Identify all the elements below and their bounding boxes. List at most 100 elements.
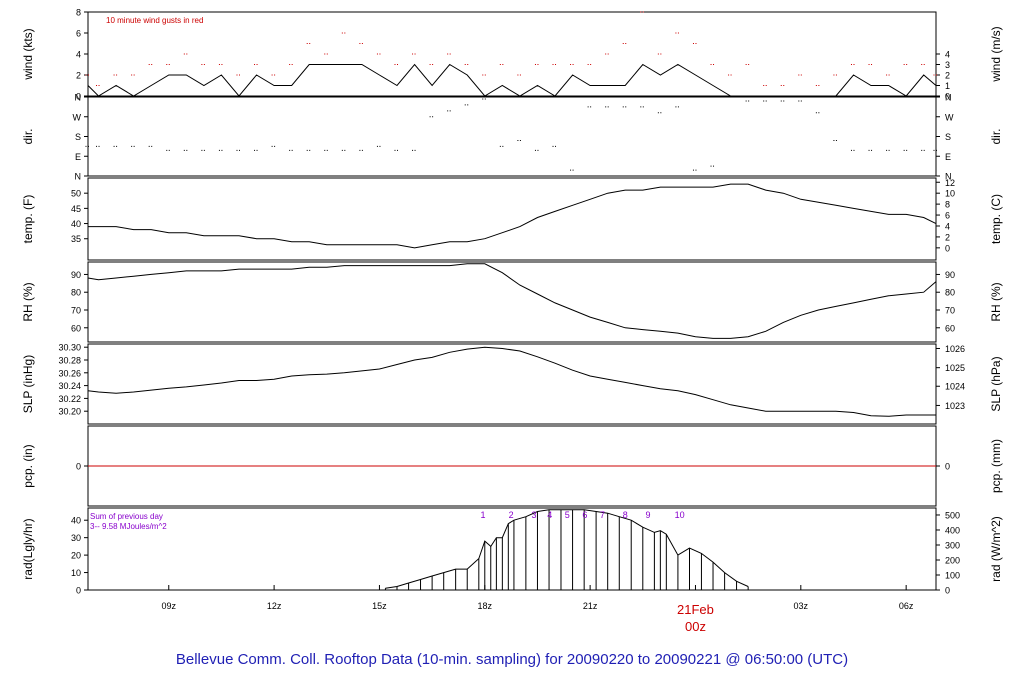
left-tick-label: 0 <box>76 92 81 102</box>
hour-label: 5 <box>565 510 570 520</box>
panel-note: 10 minute wind gusts in red <box>106 16 203 25</box>
left-tick-label: 30.22 <box>58 394 81 404</box>
time-tick-label: 03z <box>794 601 809 611</box>
hour-label: 3 <box>531 510 536 520</box>
right-tick-label: S <box>945 132 951 142</box>
y-axis-label: SLP (inHg) <box>21 355 35 413</box>
y-axis-label-right: SLP (hPa) <box>989 356 1003 411</box>
panel-frame <box>87 11 937 97</box>
y-axis-label: temp. (F) <box>21 195 35 244</box>
y-axis-label-right: dir. <box>989 128 1003 144</box>
panel-frame <box>87 507 937 591</box>
series-line <box>87 263 937 339</box>
left-tick-label: 60 <box>71 323 81 333</box>
series-line <box>87 346 936 417</box>
panel-note-2: 3-- 9.58 MJoules/m^2 <box>90 522 167 531</box>
left-tick-label: 4 <box>76 50 81 60</box>
left-tick-label: 8 <box>76 8 81 18</box>
left-tick-label: 30.26 <box>58 368 81 378</box>
left-tick-label: 70 <box>71 306 81 316</box>
radiation-envelope <box>385 509 749 589</box>
left-tick-label: 50 <box>71 189 81 199</box>
left-tick-label: 40 <box>71 516 81 526</box>
y-axis-label: wind (kts) <box>21 28 35 80</box>
left-tick-label: N <box>75 93 82 103</box>
right-tick-label: 8 <box>945 200 950 210</box>
hour-label: 1 <box>481 510 486 520</box>
right-tick-label: 70 <box>945 306 955 316</box>
y-axis-label: rad(Lgly/hr) <box>21 518 35 579</box>
hour-label: 8 <box>623 510 628 520</box>
time-tick-label: 06z <box>899 601 914 611</box>
left-tick-label: 0 <box>76 586 81 596</box>
right-tick-label: 300 <box>945 540 960 550</box>
time-tick-label: 18z <box>478 601 493 611</box>
right-tick-label: 2 <box>945 232 950 242</box>
y-axis-label: pcp. (in) <box>21 444 35 487</box>
left-tick-label: 30.20 <box>58 407 81 417</box>
y-axis-label-right: rad (W/m^2) <box>989 516 1003 582</box>
y-axis-label-right: pcp. (mm) <box>989 439 1003 493</box>
right-tick-label: 4 <box>945 50 950 60</box>
right-tick-label: N <box>945 172 952 182</box>
time-axis: 09z 12z 15z 18z 21z 03z 06z 21Feb 00z <box>162 585 914 634</box>
right-tick-label: 60 <box>945 323 955 333</box>
series-line <box>87 63 937 97</box>
time-tick-label: 09z <box>162 601 177 611</box>
panel-rh: 60 70 80 90 60 70 80 90 RH (%) RH (%) <box>21 261 1003 343</box>
chart-caption: Bellevue Comm. Coll. Rooftop Data (10-mi… <box>175 651 849 668</box>
hour-label: 7 <box>600 510 605 520</box>
right-tick-label: 0 <box>945 586 950 596</box>
date-marker-sub: 00z <box>685 619 706 634</box>
right-tick-label: 2 <box>945 71 950 81</box>
panel-note: Sum of previous day <box>90 512 163 521</box>
left-tick-label: 2 <box>76 71 81 81</box>
right-tick-label: 1023 <box>945 401 965 411</box>
y-axis-label-right: RH (%) <box>989 282 1003 321</box>
left-tick-label: 90 <box>71 270 81 280</box>
left-tick-label: 35 <box>71 234 81 244</box>
time-tick-label: 12z <box>267 601 282 611</box>
right-tick-label: 0 <box>945 92 950 102</box>
y-axis-label-right: wind (m/s) <box>989 26 1003 82</box>
left-tick-label: 40 <box>71 219 81 229</box>
left-tick-label: W <box>73 112 82 122</box>
time-tick-label: 21z <box>583 601 598 611</box>
panel-slp: 30.20 30.22 30.24 30.26 30.28 30.30 1023 1024 10… <box>21 343 1003 425</box>
hour-label: 4 <box>547 510 552 520</box>
right-tick-label: 6 <box>945 211 950 221</box>
left-tick-label: 0 <box>76 462 81 472</box>
panel-frame <box>87 343 937 425</box>
series-line <box>88 183 937 249</box>
y-axis-label: dir. <box>21 128 35 144</box>
left-tick-label: 30.28 <box>58 356 81 366</box>
left-tick-label: 10 <box>71 568 81 578</box>
left-tick-label: 6 <box>76 29 81 39</box>
left-tick-label: N <box>75 172 82 182</box>
hour-label: 10 <box>675 510 685 520</box>
time-tick-label: 15z <box>372 601 387 611</box>
right-tick-label: 400 <box>945 525 960 535</box>
right-tick-label: W <box>945 112 954 122</box>
right-tick-label: 3 <box>945 60 950 70</box>
right-tick-label: 500 <box>945 510 960 520</box>
right-tick-label: 4 <box>945 221 950 231</box>
right-tick-label: 10 <box>945 189 955 199</box>
right-tick-label: 0 <box>945 243 950 253</box>
right-tick-label: 1024 <box>945 382 965 392</box>
panel-frame <box>87 96 937 177</box>
right-tick-label: N <box>945 93 952 103</box>
right-tick-label: 100 <box>945 570 960 580</box>
y-axis-label: RH (%) <box>21 282 35 321</box>
right-tick-label: E <box>945 152 951 162</box>
right-tick-label: 12 <box>945 178 955 188</box>
right-tick-label: 80 <box>945 288 955 298</box>
hour-label: 9 <box>646 510 651 520</box>
date-marker-label: 21Feb <box>677 602 714 617</box>
right-tick-label: 1026 <box>945 344 965 354</box>
